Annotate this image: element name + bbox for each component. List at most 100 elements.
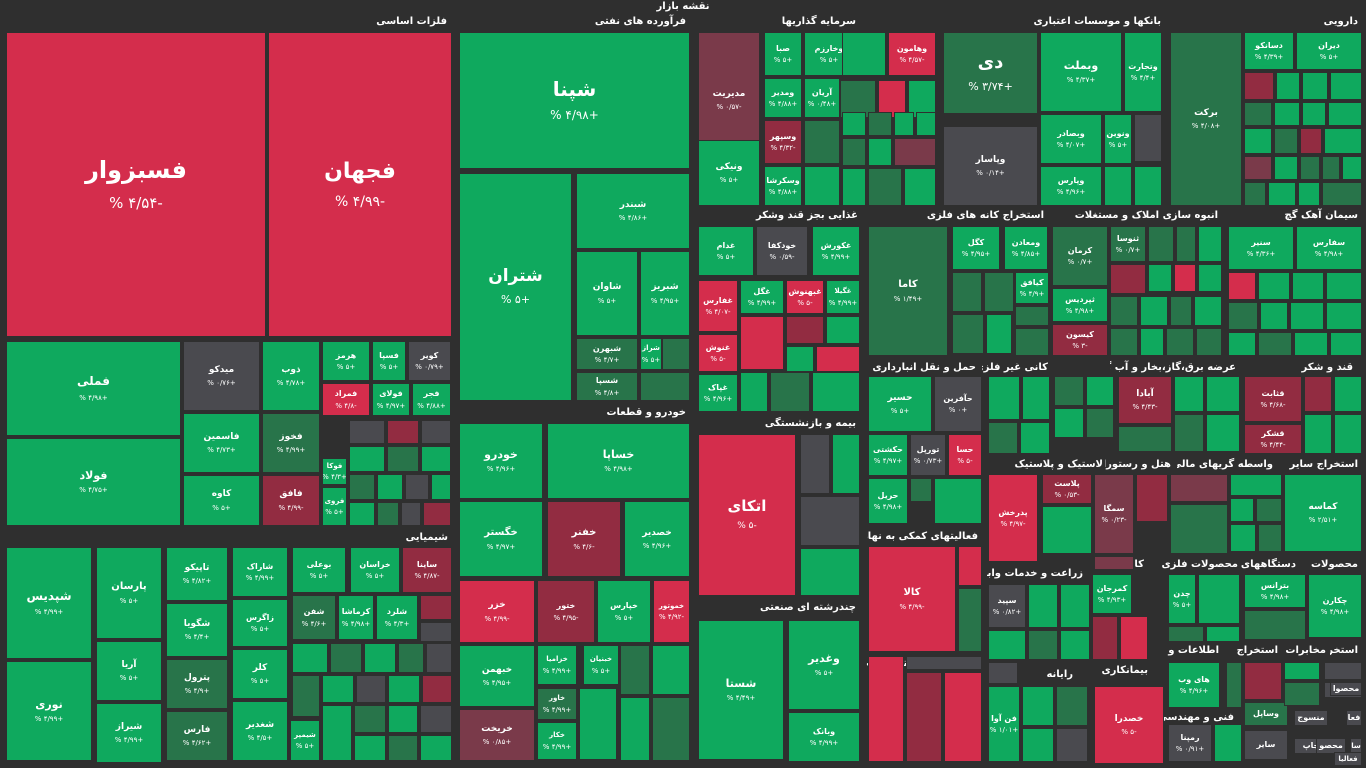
stock-tile-small[interactable] bbox=[1274, 102, 1300, 126]
stock-tile[interactable]: زاگرس +۵ % bbox=[232, 599, 288, 647]
stock-tile-small[interactable] bbox=[1244, 156, 1272, 180]
stock-tile[interactable]: صبا +۵ % bbox=[764, 32, 802, 76]
stock-tile[interactable]: اتکای -۵ % bbox=[698, 434, 796, 596]
stock-tile[interactable]: وسکرشا +۴/۸۸ % bbox=[764, 166, 802, 206]
stock-tile-small[interactable] bbox=[1228, 302, 1258, 330]
stock-tile-small[interactable] bbox=[1196, 328, 1222, 356]
stock-tile[interactable]: ومدیر +۴/۸۸ % bbox=[764, 78, 802, 118]
stock-tile[interactable]: خبنیان +۵ % bbox=[583, 645, 619, 685]
stock-tile-small[interactable] bbox=[1148, 226, 1174, 262]
stock-tile-small[interactable] bbox=[422, 675, 452, 703]
stock-tile-small[interactable] bbox=[906, 656, 982, 670]
stock-tile-small[interactable] bbox=[1056, 686, 1088, 726]
stock-tile-small[interactable] bbox=[1110, 328, 1138, 356]
stock-tile[interactable]: نوری +۴/۹۹ % bbox=[6, 661, 92, 761]
stock-tile-small[interactable] bbox=[1244, 662, 1282, 700]
stock-tile[interactable]: شسپا +۴/۸ % bbox=[576, 372, 638, 401]
stock-tile[interactable]: غدام +۵ % bbox=[698, 226, 754, 276]
stock-tile-small[interactable] bbox=[1086, 376, 1114, 406]
stock-tile[interactable]: شغدیر +۴/۵ % bbox=[232, 701, 288, 761]
stock-tile[interactable]: کلر +۵ % bbox=[232, 649, 288, 699]
stock-tile-small[interactable] bbox=[387, 420, 419, 444]
stock-tile[interactable]: وبملت +۴/۳۷ % bbox=[1040, 32, 1122, 112]
stock-tile-small[interactable] bbox=[916, 112, 936, 136]
stock-tile-small[interactable] bbox=[1198, 226, 1222, 262]
stock-tile-small[interactable] bbox=[420, 622, 452, 642]
stock-tile-small[interactable] bbox=[984, 272, 1014, 312]
stock-tile-small[interactable] bbox=[1300, 128, 1322, 154]
stock-tile-small[interactable] bbox=[1198, 574, 1240, 624]
stock-tile[interactable]: حآفرین +۰ % bbox=[934, 376, 982, 432]
stock-tile-small[interactable] bbox=[1168, 626, 1204, 642]
stock-tile-small[interactable] bbox=[1022, 376, 1050, 420]
stock-tile[interactable]: کگل +۴/۹۵ % bbox=[952, 226, 1000, 270]
stock-tile[interactable]: منسوج bbox=[1294, 710, 1328, 726]
stock-tile-small[interactable] bbox=[420, 705, 452, 733]
stock-tile[interactable]: محصوا bbox=[1330, 682, 1362, 696]
stock-tile[interactable]: دسانکو +۴/۳۹ % bbox=[1244, 32, 1294, 70]
stock-tile[interactable]: فروی +۵ % bbox=[322, 487, 347, 526]
stock-tile-small[interactable] bbox=[1134, 166, 1162, 206]
stock-tile-small[interactable] bbox=[952, 272, 982, 312]
stock-tile[interactable]: خاور +۴/۹۹ % bbox=[537, 688, 577, 720]
stock-tile[interactable]: خبهمن +۴/۹۵ % bbox=[459, 645, 535, 707]
stock-tile[interactable]: بترانس +۴/۹۸ % bbox=[1244, 574, 1306, 608]
stock-tile-small[interactable] bbox=[1324, 128, 1362, 154]
stock-tile-small[interactable] bbox=[1322, 156, 1340, 180]
stock-tile[interactable]: شلرد +۴/۳ % bbox=[376, 595, 418, 640]
stock-tile-small[interactable] bbox=[1174, 376, 1204, 412]
stock-tile-small[interactable] bbox=[1334, 414, 1362, 454]
stock-tile-small[interactable] bbox=[868, 138, 892, 166]
stock-tile[interactable]: فمراد -۴/۸ % bbox=[322, 383, 370, 416]
stock-tile-small[interactable] bbox=[1174, 414, 1204, 452]
stock-tile-small[interactable] bbox=[1230, 474, 1282, 496]
stock-tile-small[interactable] bbox=[1302, 102, 1326, 126]
stock-tile-small[interactable] bbox=[1194, 296, 1222, 326]
stock-tile[interactable]: وبانک +۴/۹۹ % bbox=[788, 712, 860, 762]
stock-tile-small[interactable] bbox=[1054, 376, 1084, 406]
stock-tile-small[interactable] bbox=[786, 346, 814, 372]
stock-tile-small[interactable] bbox=[1298, 182, 1320, 206]
stock-tile-small[interactable] bbox=[420, 595, 452, 620]
stock-tile-small[interactable] bbox=[1328, 102, 1362, 126]
stock-tile[interactable]: فخوز +۴/۹۹ % bbox=[262, 413, 320, 473]
stock-tile-small[interactable] bbox=[1120, 616, 1148, 660]
stock-tile-small[interactable] bbox=[421, 446, 451, 472]
stock-tile-small[interactable] bbox=[1056, 728, 1088, 762]
stock-tile[interactable]: تورپل +۰/۷۳ % bbox=[910, 434, 946, 476]
stock-tile[interactable]: خودرو +۴/۹۶ % bbox=[459, 423, 543, 499]
stock-tile[interactable]: قشکر -۴/۴۴ % bbox=[1244, 424, 1302, 454]
stock-tile[interactable]: ومعادن +۴/۸۵ % bbox=[1004, 226, 1048, 270]
stock-tile[interactable]: تاپیکو +۴/۸۲ % bbox=[166, 547, 228, 601]
stock-tile-small[interactable] bbox=[800, 434, 830, 494]
stock-tile-small[interactable] bbox=[364, 643, 396, 673]
stock-tile[interactable]: فسبزوار -۴/۵۴ % bbox=[6, 32, 266, 337]
stock-tile-small[interactable] bbox=[640, 372, 690, 401]
stock-tile[interactable]: کیافق +۴/۹ % bbox=[1015, 272, 1049, 304]
stock-tile[interactable]: شتران +۵ % bbox=[459, 173, 572, 401]
stock-tile[interactable]: غگیلا +۴/۹۹ % bbox=[826, 280, 860, 314]
stock-tile[interactable]: وپاسار +۰/۱۴ % bbox=[943, 126, 1038, 206]
stock-tile[interactable]: خکار +۴/۹۹ % bbox=[537, 722, 577, 760]
stock-tile[interactable]: حسا -۵ % bbox=[948, 434, 982, 476]
stock-tile-small[interactable] bbox=[1326, 302, 1362, 330]
stock-tile[interactable]: شبندر +۴/۸۶ % bbox=[576, 173, 690, 249]
stock-tile-small[interactable] bbox=[894, 138, 936, 166]
stock-tile-small[interactable] bbox=[620, 645, 650, 695]
stock-tile[interactable]: فاسمین +۴/۷۳ % bbox=[183, 413, 260, 473]
stock-tile-small[interactable] bbox=[421, 420, 451, 444]
stock-tile-small[interactable] bbox=[388, 705, 418, 733]
stock-tile[interactable]: غکورش +۴/۹۹ % bbox=[812, 226, 860, 276]
stock-tile-small[interactable] bbox=[804, 166, 840, 206]
stock-tile-small[interactable] bbox=[1258, 272, 1290, 300]
stock-tile-small[interactable] bbox=[1244, 610, 1306, 640]
stock-tile-small[interactable] bbox=[1110, 296, 1138, 326]
stock-tile[interactable]: فافق -۴/۹۹ % bbox=[262, 475, 320, 526]
stock-tile[interactable]: فولای +۴/۹۷ % bbox=[372, 383, 410, 416]
stock-tile-small[interactable] bbox=[292, 643, 328, 673]
stock-tile-small[interactable] bbox=[405, 474, 429, 500]
stock-tile[interactable]: پلاست -۰/۵۳ % bbox=[1042, 474, 1092, 504]
stock-tile-small[interactable] bbox=[620, 697, 650, 761]
stock-tile-small[interactable] bbox=[770, 372, 810, 412]
stock-tile-small[interactable] bbox=[579, 688, 617, 760]
